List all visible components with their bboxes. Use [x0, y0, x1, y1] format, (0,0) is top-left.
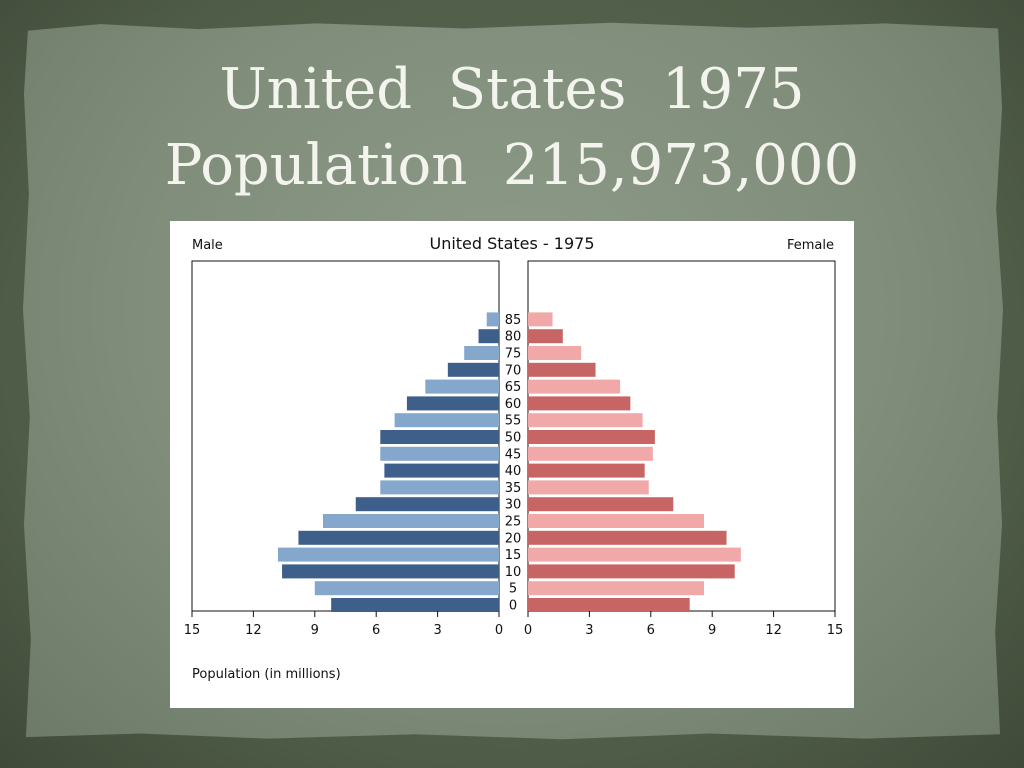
male-bar-25 [322, 514, 499, 528]
age-label: 5 [509, 582, 517, 597]
age-label: 20 [505, 531, 522, 546]
age-label: 85 [505, 313, 522, 328]
female-bar-40 [528, 463, 645, 478]
age-label: 40 [505, 464, 522, 479]
age-label: 45 [505, 447, 522, 462]
female-bar-15 [528, 547, 741, 562]
female-bar-70 [528, 362, 596, 377]
chart-canvas: Male United States - 1975 Female 0 5 10 15 2… [184, 234, 844, 682]
population-pyramid-chart: Male United States - 1975 Female 0 5 10 15 2… [170, 221, 854, 708]
age-label: 25 [505, 515, 522, 530]
x-axis-label: Population (in millions) [192, 667, 341, 682]
age-label: 0 [509, 599, 517, 614]
female-axis-ticks: 0 3 6 9 12 15 [524, 611, 843, 638]
age-label: 30 [505, 498, 522, 513]
age-label: 80 [505, 330, 522, 345]
female-bar-30 [528, 497, 674, 512]
female-bars [528, 312, 741, 612]
slide-title-line-1: United States 1975 [219, 57, 805, 122]
male-axis-ticks: 15 12 9 6 3 0 [184, 611, 503, 638]
male-bar-30 [355, 497, 499, 512]
male-bar-75 [464, 346, 499, 360]
axis-tick-label: 0 [524, 623, 532, 638]
male-bar-65 [425, 379, 499, 394]
female-bar-45 [528, 446, 653, 461]
axis-tick-label: 3 [433, 623, 441, 638]
axis-tick-label: 6 [647, 623, 655, 638]
female-bar-75 [528, 346, 582, 360]
male-bar-85 [486, 312, 499, 327]
male-bar-15 [277, 547, 499, 562]
slide-title-line-2: Population 215,973,000 [164, 133, 860, 198]
axis-tick-label: 15 [184, 623, 201, 638]
axis-tick-label: 12 [245, 623, 262, 638]
male-bar-0 [331, 598, 499, 612]
chart-title: United States - 1975 [429, 234, 594, 253]
female-bar-35 [528, 480, 649, 495]
age-label: 15 [505, 548, 522, 563]
female-bar-80 [528, 329, 563, 344]
male-bar-40 [384, 463, 499, 478]
axis-tick-label: 12 [765, 623, 782, 638]
female-bar-55 [528, 413, 643, 428]
male-bar-70 [447, 362, 499, 377]
female-bar-20 [528, 530, 727, 545]
axis-tick-label: 6 [372, 623, 380, 638]
slide-title: United States 1975 Population 215,973,00… [0, 52, 1024, 204]
male-bars [277, 312, 499, 612]
male-bar-45 [380, 446, 499, 461]
male-bar-10 [282, 564, 499, 579]
male-label: Male [192, 238, 223, 253]
male-bar-60 [406, 396, 499, 411]
female-bar-50 [528, 430, 655, 444]
axis-tick-label: 3 [585, 623, 593, 638]
female-label: Female [787, 238, 834, 253]
age-label: 10 [505, 565, 522, 580]
age-label: 70 [505, 363, 522, 378]
female-bar-85 [528, 312, 553, 327]
female-bar-25 [528, 514, 705, 528]
female-bar-60 [528, 396, 631, 411]
female-bar-10 [528, 564, 735, 579]
axis-tick-label: 0 [495, 623, 503, 638]
axis-tick-label: 9 [311, 623, 319, 638]
male-bar-55 [394, 413, 499, 428]
age-label: 35 [505, 481, 522, 496]
male-bar-5 [314, 581, 499, 596]
male-bar-20 [298, 530, 499, 545]
axis-tick-label: 15 [827, 623, 844, 638]
female-bar-0 [528, 598, 690, 612]
age-label: 55 [505, 414, 522, 429]
age-label: 75 [505, 347, 522, 362]
age-label: 60 [505, 397, 522, 412]
age-label: 65 [505, 380, 522, 395]
female-bar-65 [528, 379, 621, 394]
age-label: 50 [505, 431, 522, 446]
male-bar-50 [380, 430, 499, 444]
male-bar-80 [478, 329, 499, 344]
female-bar-5 [528, 581, 705, 596]
male-bar-35 [380, 480, 499, 495]
axis-tick-label: 9 [708, 623, 716, 638]
